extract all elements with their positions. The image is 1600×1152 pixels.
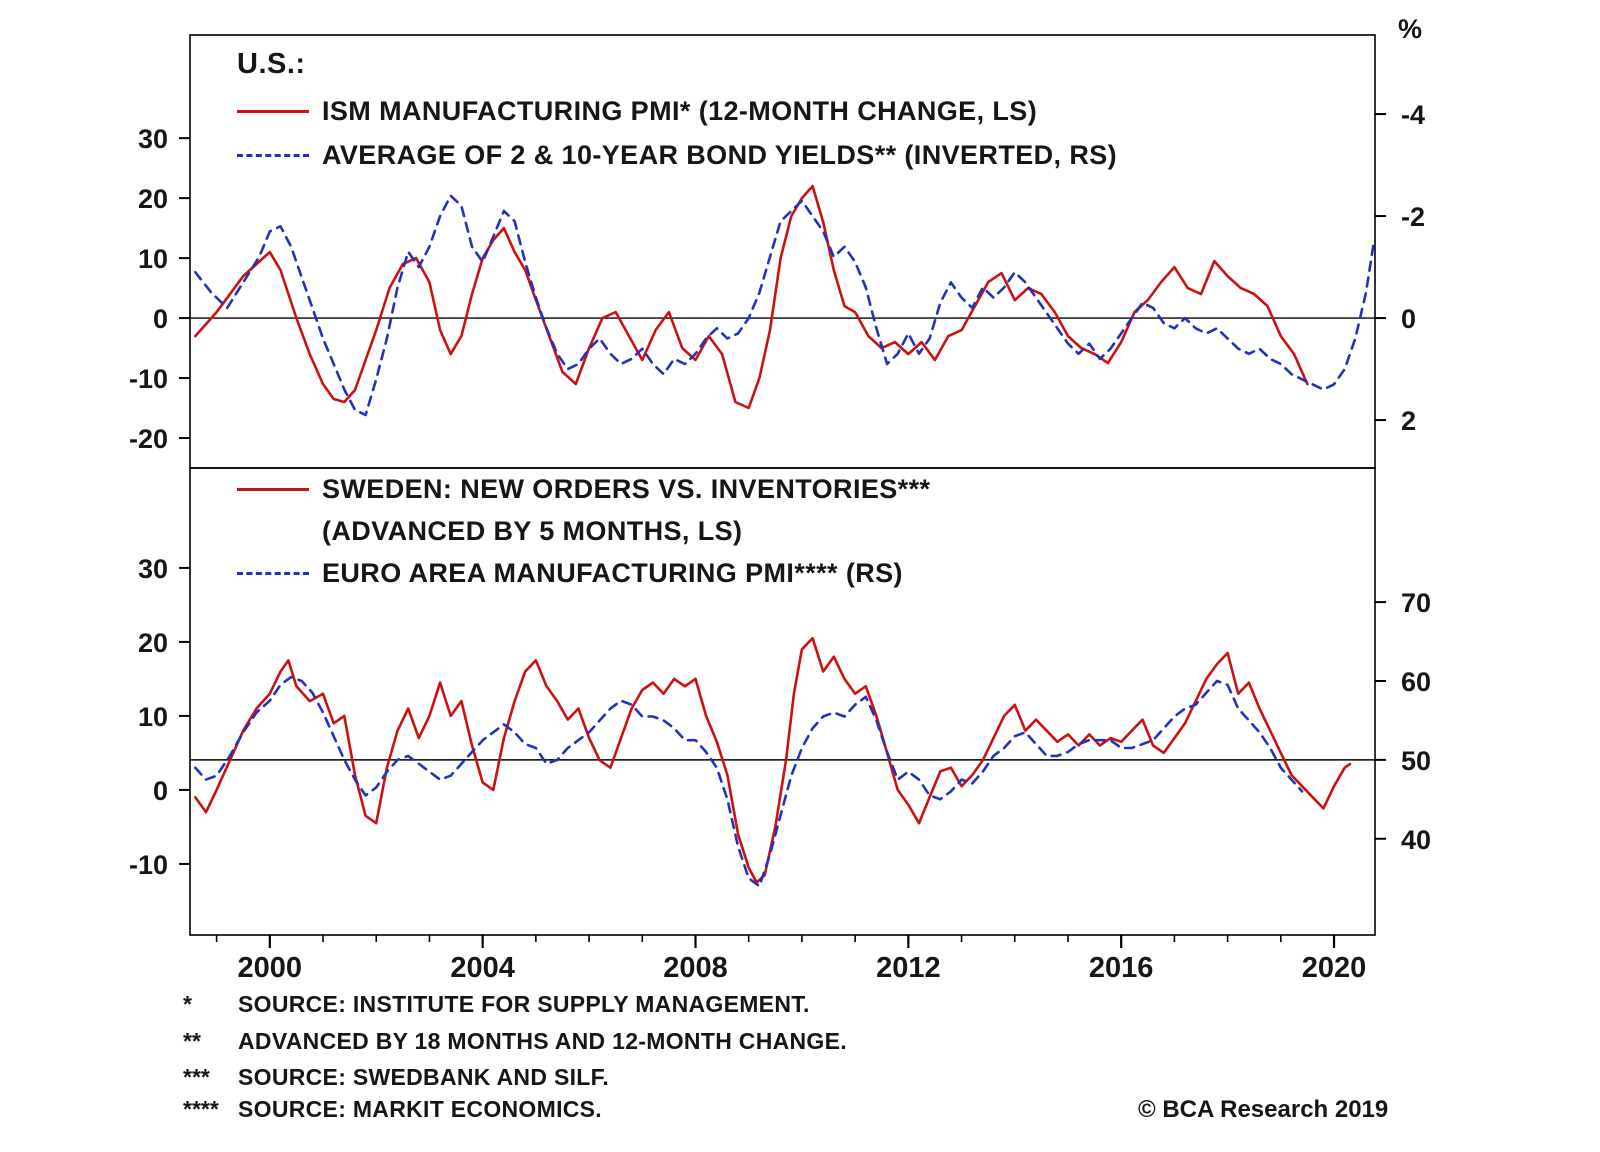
right-axis-tick-label: 70 <box>1401 588 1431 618</box>
panel-border <box>189 467 1376 936</box>
blue-dashed-line-sample <box>237 154 309 157</box>
left-axis-tick-label: 10 <box>138 702 168 732</box>
left-axis-tick-label: 30 <box>138 554 168 584</box>
left-axis-tick-label: 20 <box>138 628 168 658</box>
right-axis-tick-label: 60 <box>1401 667 1431 697</box>
red-solid-line-sample <box>237 110 309 113</box>
legend-label-sweden-orders: SWEDEN: NEW ORDERS VS. INVENTORIES*** <box>322 474 931 504</box>
ism-pmi-12m-change-line <box>194 184 1309 410</box>
right-axis-tick-label: 50 <box>1401 746 1431 776</box>
footnote-2-marker: ** <box>183 1028 201 1054</box>
footnote-1: * SOURCE: INSTITUTE FOR SUPPLY MANAGEMEN… <box>183 991 810 1018</box>
bond-yields-inverted-line <box>194 194 1376 417</box>
left-axis-tick-label: 10 <box>138 244 168 274</box>
left-axis-tick-label: 20 <box>138 184 168 214</box>
left-axis-tick-label: 30 <box>138 124 168 154</box>
footnote-4-text: SOURCE: MARKIT ECONOMICS. <box>238 1096 602 1122</box>
copyright-notice: © BCA Research 2019 <box>1138 1096 1389 1123</box>
legend-item-euro-pmi: EURO AREA MANUFACTURING PMI**** (RS) <box>237 558 903 589</box>
right-axis-tick-label: -4 <box>1401 100 1425 130</box>
footnote-4: **** SOURCE: MARKIT ECONOMICS. <box>183 1096 602 1123</box>
legend-item-sweden-orders: SWEDEN: NEW ORDERS VS. INVENTORIES*** <box>237 474 930 505</box>
left-axis-tick-label: 0 <box>153 304 168 334</box>
legend-label-bond-yields: AVERAGE OF 2 & 10-YEAR BOND YIELDS** (IN… <box>322 140 1118 170</box>
right-axis-tick-label: 40 <box>1401 825 1431 855</box>
x-axis-tick-label: 2000 <box>238 952 303 984</box>
legend-label-ism-pmi: ISM MANUFACTURING PMI* (12-MONTH CHANGE,… <box>322 96 1038 126</box>
legend-item-ism-pmi: ISM MANUFACTURING PMI* (12-MONTH CHANGE,… <box>237 96 1037 127</box>
left-axis-tick-label: -10 <box>129 364 168 394</box>
right-axis-tick-label: 2 <box>1401 406 1416 436</box>
euro-area-pmi-line <box>194 675 1304 888</box>
left-axis-tick-label: -10 <box>129 850 168 880</box>
footnote-2: ** ADVANCED BY 18 MONTHS AND 12-MONTH CH… <box>183 1028 847 1055</box>
x-axis-tick-label: 2004 <box>450 952 515 984</box>
footnote-3-marker: *** <box>183 1064 210 1090</box>
x-axis-tick-label: 2008 <box>663 952 728 984</box>
right-axis-tick-label: -2 <box>1401 202 1425 232</box>
right-axis-tick-label: 0 <box>1401 304 1416 334</box>
sweden-orders-vs-inventories-line <box>194 636 1352 884</box>
legend-label-sweden-orders-line2: (ADVANCED BY 5 MONTHS, LS) <box>322 516 743 546</box>
left-axis-tick-label: -20 <box>129 424 168 454</box>
x-axis-tick-label: 2020 <box>1302 952 1367 984</box>
blue-dashed-line-sample <box>237 572 309 575</box>
legend-label-euro-pmi: EURO AREA MANUFACTURING PMI**** (RS) <box>322 558 903 588</box>
footnote-3-text: SOURCE: SWEDBANK AND SILF. <box>238 1064 610 1090</box>
footnote-3: *** SOURCE: SWEDBANK AND SILF. <box>183 1064 609 1091</box>
percent-axis-unit: % <box>1398 14 1423 44</box>
x-axis-tick-label: 2012 <box>876 952 941 984</box>
footnote-2-text: ADVANCED BY 18 MONTHS AND 12-MONTH CHANG… <box>238 1028 847 1054</box>
region-label: U.S.: <box>237 48 306 80</box>
legend-item-bond-yields: AVERAGE OF 2 & 10-YEAR BOND YIELDS** (IN… <box>237 140 1117 171</box>
x-axis-tick-label: 2016 <box>1089 952 1154 984</box>
footnote-1-text: SOURCE: INSTITUTE FOR SUPPLY MANAGEMENT. <box>238 991 810 1017</box>
footnote-1-marker: * <box>183 991 192 1017</box>
left-axis-tick-label: 0 <box>153 776 168 806</box>
red-solid-line-sample <box>237 488 309 491</box>
footnote-4-marker: **** <box>183 1096 219 1122</box>
